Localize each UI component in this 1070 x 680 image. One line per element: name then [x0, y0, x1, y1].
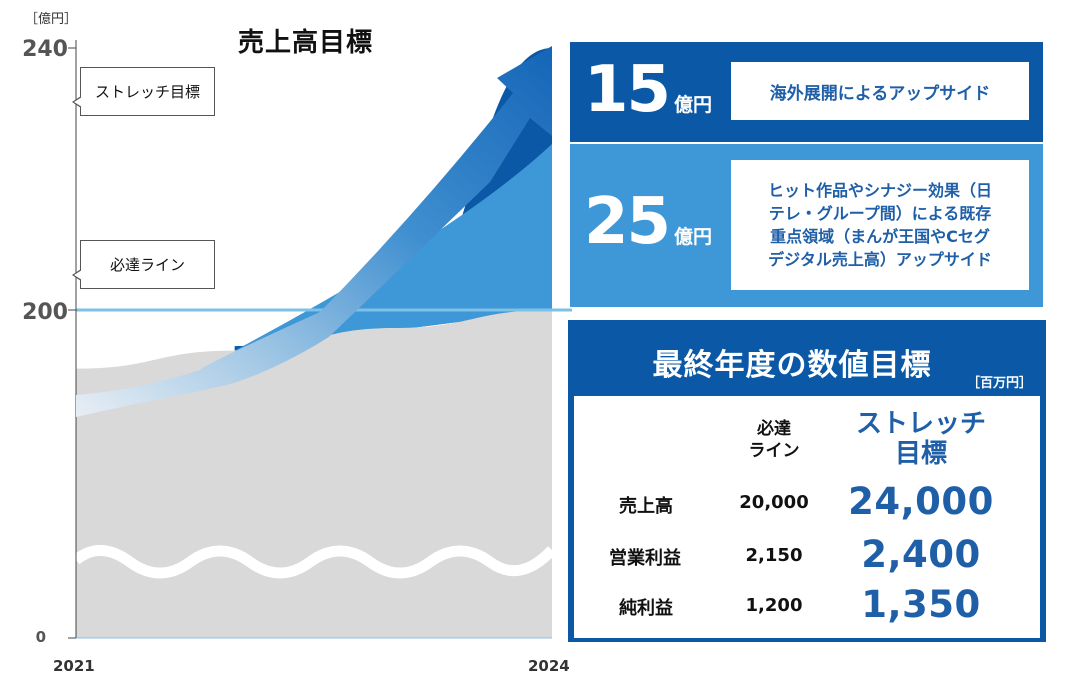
x-tick-2024: 2024 [528, 657, 570, 675]
stretch-target-callout: ストレッチ目標 [72, 67, 215, 116]
y-axis-unit: ［億円］ [25, 12, 78, 27]
existing-upside-unit: 億円 [674, 226, 713, 248]
final-year-targets-table: 必達 ライン ストレッチ 目標 売上高 20,000 24,000 営業利益 2… [574, 396, 1040, 638]
final-year-targets-unit: ［百万円］ [966, 376, 1032, 391]
existing-upside-text-line-3: 重点領域（まんが王国やCセグ [770, 227, 990, 246]
stretch-sales-value: 24,000 [848, 480, 994, 523]
required-line-area [76, 310, 552, 638]
stretch-target-header: ストレッチ 目標 [836, 409, 1006, 470]
y-tick-200: 200 [22, 300, 68, 325]
existing-upside-area [234, 144, 552, 351]
row-label-sales: 売上高 [619, 496, 673, 517]
overseas-upside-unit: 億円 [674, 94, 713, 116]
existing-upside-text-line-1: ヒット作品やシナジー効果（日 [767, 180, 992, 200]
final-year-targets-panel: 最終年度の数値目標 ［百万円］ 必達 ライン ストレッチ 目標 売上高 20,0… [568, 320, 1046, 642]
x-tick-2021: 2021 [53, 657, 95, 675]
required-line-callout-label: 必達ライン [109, 256, 185, 274]
y-tick-0: 0 [35, 628, 46, 646]
required-sales-value: 20,000 [739, 492, 809, 513]
required-line-callout: 必達ライン [72, 240, 215, 289]
stretch-target-callout-label: ストレッチ目標 [94, 83, 200, 101]
axis-break-wave [72, 545, 557, 579]
existing-upside-text-line-4: デジタル売上高）アップサイド [768, 250, 992, 270]
existing-upside-number: 25 [584, 185, 671, 259]
row-label-net-profit: 純利益 [619, 598, 673, 619]
required-operating-profit-value: 2,150 [745, 545, 803, 566]
stretch-target-header-line-2: 目標 [894, 438, 947, 469]
stretch-target-header-line-1: ストレッチ [855, 409, 986, 439]
stretch-operating-profit-value: 2,400 [861, 533, 981, 576]
stretch-target-arrow [76, 46, 552, 417]
overseas-upside-number: 15 [584, 53, 671, 127]
row-label-operating-profit: 営業利益 [609, 548, 681, 569]
final-year-targets-title: 最終年度の数値目標 [652, 348, 932, 383]
required-line-header-line-2: ライン [748, 441, 800, 462]
existing-upside-text-line-2: テレ・グループ間）による既存 [768, 203, 992, 223]
stretch-net-profit-value: 1,350 [861, 583, 981, 626]
overseas-upside-panel: 15 億円 海外展開によるアップサイド [570, 42, 1043, 142]
y-tick-240: 240 [22, 37, 68, 62]
existing-upside-panel: 25 億円 ヒット作品やシナジー効果（日 テレ・グループ間）による既存 重点領域… [570, 144, 1043, 307]
existing-upside-text: ヒット作品やシナジー効果（日 テレ・グループ間）による既存 重点領域（まんが王国… [731, 160, 1029, 290]
required-line-header-line-1: 必達 [757, 419, 791, 439]
overseas-upside-text: 海外展開によるアップサイド [731, 62, 1029, 120]
required-net-profit-value: 1,200 [745, 595, 803, 616]
chart-title: 売上高目標 [238, 28, 374, 58]
required-line-header: 必達 ライン [729, 418, 819, 462]
